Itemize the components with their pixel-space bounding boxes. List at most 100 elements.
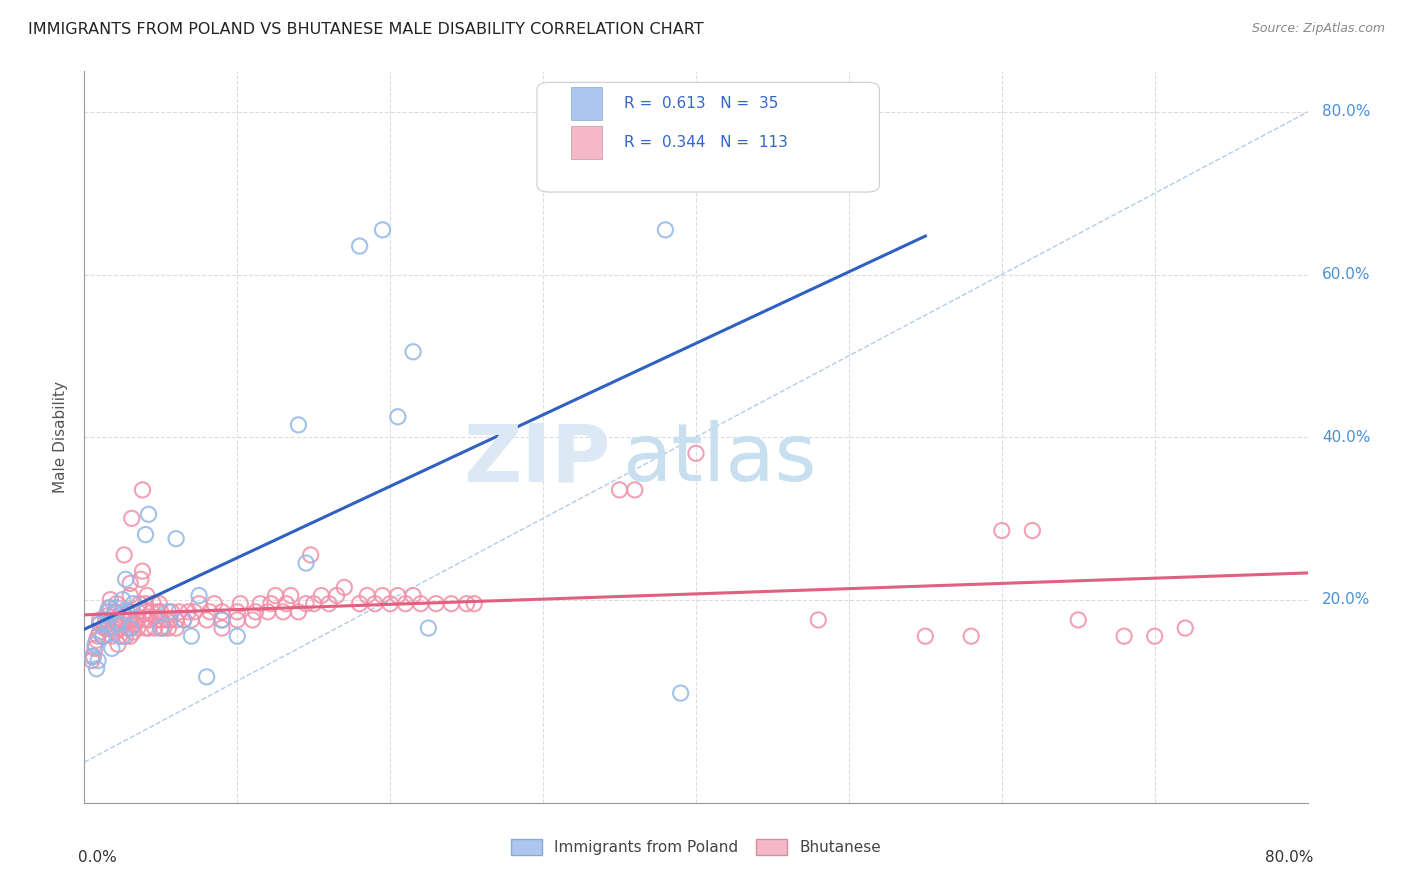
Point — [120, 629, 142, 643]
Point — [287, 605, 309, 619]
Point — [148, 597, 170, 611]
Point — [120, 613, 142, 627]
Y-axis label: Male Disability: Male Disability — [53, 381, 69, 493]
Point — [120, 576, 142, 591]
Point — [89, 625, 111, 640]
Point — [1067, 613, 1090, 627]
Point — [114, 629, 136, 643]
Point — [211, 613, 233, 627]
Point — [295, 556, 318, 570]
Point — [80, 649, 103, 664]
Point — [425, 597, 447, 611]
Point — [127, 613, 149, 627]
Point — [94, 613, 117, 627]
Point — [302, 597, 325, 611]
Point — [325, 589, 347, 603]
Point — [991, 524, 1014, 538]
Point — [149, 621, 172, 635]
Point — [257, 605, 280, 619]
Point — [128, 597, 150, 611]
Point — [142, 597, 165, 611]
Point — [138, 621, 160, 635]
Point — [114, 572, 136, 586]
Point — [86, 662, 108, 676]
Point — [914, 629, 936, 643]
Point — [180, 613, 202, 627]
Point — [112, 548, 135, 562]
Point — [96, 605, 118, 619]
Point — [125, 613, 148, 627]
Point — [108, 629, 131, 643]
Point — [276, 597, 298, 611]
Text: 60.0%: 60.0% — [1322, 267, 1371, 282]
Point — [149, 621, 172, 635]
Point — [1114, 629, 1136, 643]
Point — [394, 597, 416, 611]
Point — [115, 621, 138, 635]
Point — [149, 605, 172, 619]
Point — [135, 621, 157, 635]
Point — [97, 621, 120, 635]
Point — [669, 686, 692, 700]
Point — [271, 605, 294, 619]
Text: IMMIGRANTS FROM POLAND VS BHUTANESE MALE DISABILITY CORRELATION CHART: IMMIGRANTS FROM POLAND VS BHUTANESE MALE… — [28, 22, 704, 37]
Point — [202, 597, 225, 611]
Point — [101, 641, 124, 656]
Point — [463, 597, 485, 611]
FancyBboxPatch shape — [571, 126, 602, 159]
Point — [807, 613, 830, 627]
Point — [364, 597, 387, 611]
Text: 0.0%: 0.0% — [79, 850, 117, 865]
Point — [127, 621, 149, 635]
Point — [226, 629, 249, 643]
Point — [402, 589, 425, 603]
Point — [89, 613, 111, 627]
Point — [111, 605, 134, 619]
Point — [333, 581, 356, 595]
Point — [91, 629, 114, 643]
Text: atlas: atlas — [623, 420, 817, 498]
Point — [138, 508, 160, 522]
Point — [242, 613, 264, 627]
Point — [211, 605, 233, 619]
Point — [104, 625, 127, 640]
Point — [96, 621, 118, 635]
Point — [157, 605, 180, 619]
Point — [127, 605, 149, 619]
Point — [129, 572, 152, 586]
Point — [156, 613, 179, 627]
Point — [229, 597, 252, 611]
Text: 20.0%: 20.0% — [1322, 592, 1371, 607]
Point — [349, 239, 371, 253]
Point — [105, 600, 128, 615]
Text: Source: ZipAtlas.com: Source: ZipAtlas.com — [1251, 22, 1385, 36]
Point — [260, 597, 283, 611]
Point — [96, 617, 118, 632]
Point — [131, 564, 153, 578]
Point — [188, 589, 211, 603]
Point — [311, 589, 333, 603]
Point — [183, 605, 205, 619]
Point — [96, 608, 118, 623]
Point — [93, 621, 115, 635]
Point — [120, 605, 142, 619]
Point — [387, 589, 409, 603]
Point — [299, 548, 322, 562]
Text: 80.0%: 80.0% — [1322, 104, 1371, 120]
Point — [609, 483, 631, 497]
Point — [121, 511, 143, 525]
Point — [295, 597, 318, 611]
Text: 40.0%: 40.0% — [1322, 430, 1371, 444]
Point — [120, 621, 142, 635]
Point — [139, 613, 162, 627]
Text: 80.0%: 80.0% — [1265, 850, 1313, 865]
Legend: Immigrants from Poland, Bhutanese: Immigrants from Poland, Bhutanese — [505, 833, 887, 861]
Point — [83, 649, 105, 664]
Point — [198, 605, 221, 619]
Point — [157, 621, 180, 635]
Point — [318, 597, 340, 611]
Point — [115, 605, 138, 619]
Text: R =  0.344   N =  113: R = 0.344 N = 113 — [624, 136, 787, 150]
Point — [165, 532, 187, 546]
Point — [122, 625, 145, 640]
